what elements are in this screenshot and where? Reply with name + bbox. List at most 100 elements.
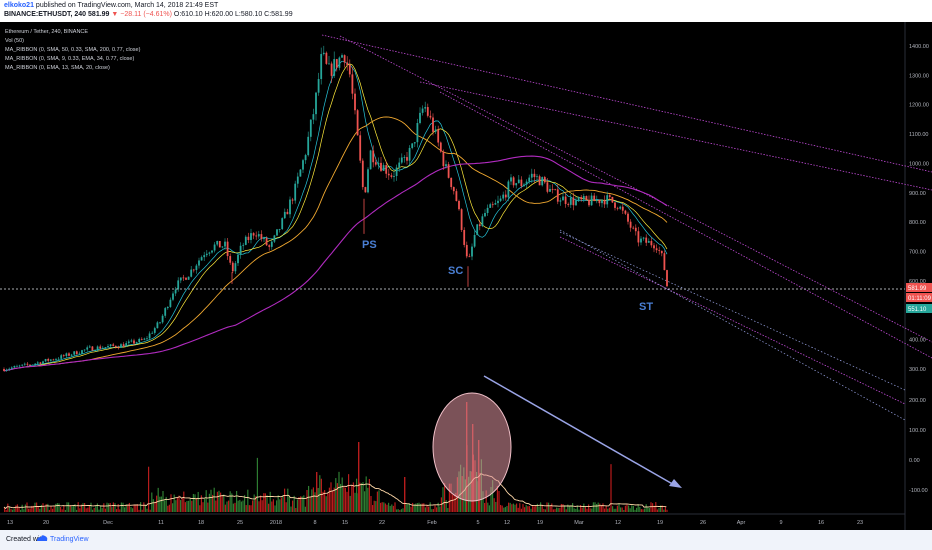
candle <box>330 63 333 76</box>
candle <box>549 188 551 192</box>
last-price: 581.99 <box>88 11 110 18</box>
volume-bar <box>319 475 321 512</box>
legend-entry[interactable]: Vol (50) <box>5 38 24 44</box>
volume-bar <box>370 496 372 512</box>
volume-bar <box>621 507 623 512</box>
volume-bar <box>244 495 246 512</box>
candle <box>335 59 338 68</box>
candle <box>159 322 161 324</box>
legend-entry[interactable]: MA_RIBBON (0, EMA, 13, SMA, 20, close) <box>5 65 110 71</box>
volume-bar <box>208 493 210 512</box>
candle <box>86 347 89 350</box>
candle <box>447 164 450 178</box>
candle <box>257 234 260 237</box>
ma-line-200 <box>3 155 668 372</box>
candle <box>34 363 37 365</box>
trendline[interactable] <box>439 91 932 359</box>
volume-bar <box>341 477 343 512</box>
trendline[interactable] <box>419 81 932 191</box>
volume-bar <box>658 508 660 512</box>
candle <box>395 167 398 177</box>
volume-bar <box>295 507 297 512</box>
candle <box>582 196 585 200</box>
volume-bar <box>623 509 625 512</box>
volume-bar <box>7 503 9 512</box>
legend-entry[interactable]: MA_RIBBON (0, SMA, 9, 0.33, EMA, 34, 0.7… <box>5 56 134 62</box>
candle <box>211 250 213 253</box>
time-axis-label: 19 <box>657 520 663 526</box>
volume-bar <box>492 480 494 512</box>
price-chart[interactable]: Ethereum / Tether, 240, BINANCE Vol (50) M… <box>0 22 932 530</box>
volume-bar <box>432 509 434 512</box>
volume-climax-ellipse <box>432 392 512 502</box>
volume-bar <box>64 509 66 512</box>
candle <box>369 150 372 170</box>
author-link[interactable]: elkoko21 <box>4 2 34 9</box>
volume-bar <box>87 507 89 512</box>
candle <box>637 231 640 243</box>
candle <box>504 194 507 198</box>
volume-bar <box>556 507 558 512</box>
candle <box>107 346 109 347</box>
volume-bar <box>666 509 668 512</box>
volume-bar <box>128 502 130 512</box>
volume-bar <box>277 495 279 512</box>
candle <box>304 155 307 161</box>
candle <box>278 228 281 230</box>
candle <box>478 224 481 227</box>
volume-bar <box>202 502 204 512</box>
volume-bar <box>602 503 604 512</box>
volume-bar <box>544 509 546 512</box>
volume-bar <box>554 509 556 512</box>
channel-line[interactable] <box>559 231 906 391</box>
trendline[interactable] <box>559 236 906 405</box>
trendline[interactable] <box>321 34 932 173</box>
candle <box>138 338 141 343</box>
candle <box>486 207 489 213</box>
legend-entry[interactable]: MA_RIBBON (0, SMA, 50, 0.33, SMA, 200, 0… <box>5 47 141 53</box>
ma-line-34 <box>3 116 668 372</box>
volume-bar <box>506 505 508 512</box>
price-axis-label: 400.00 <box>909 338 926 344</box>
volume-bar <box>34 502 36 512</box>
candle <box>533 173 536 178</box>
price-axis-label: 800.00 <box>909 220 926 226</box>
candle <box>471 246 473 257</box>
volume-bar <box>183 491 185 512</box>
candle <box>260 234 263 240</box>
trendline[interactable] <box>339 35 932 343</box>
arrow-head-icon <box>669 479 682 488</box>
time-axis-labels: 13 20 Dec 11 18 25 2018 8 15 22 Feb 5 12 19 Mar 12 19 26 A… <box>7 520 863 526</box>
tradingview-link[interactable]: TradingView <box>50 536 89 543</box>
volume-bar <box>358 442 360 512</box>
tradingview-logo-icon[interactable] <box>36 534 48 544</box>
price-axis-panel <box>905 22 932 530</box>
candle <box>530 173 533 178</box>
legend-entry[interactable]: Ethereum / Tether, 240, BINANCE <box>5 29 88 35</box>
candle <box>203 255 206 258</box>
volume-bar <box>21 504 23 512</box>
volume-bar <box>165 496 167 512</box>
volume-bar <box>157 487 159 512</box>
candle <box>10 367 13 369</box>
annotation-sc: SC <box>448 265 463 277</box>
volume-bar <box>191 500 193 512</box>
volume-bar <box>400 509 402 512</box>
candle <box>320 53 323 80</box>
volume-bar <box>58 503 60 512</box>
volume-bar <box>146 508 148 512</box>
volume-bar <box>221 496 223 512</box>
candle <box>99 346 102 349</box>
candle <box>653 245 655 249</box>
candle <box>507 181 510 198</box>
volume-bar <box>519 503 521 512</box>
channel-line[interactable] <box>559 229 906 421</box>
candle <box>96 346 99 351</box>
volume-bar <box>508 502 510 512</box>
candle <box>268 245 271 247</box>
candle <box>655 248 658 251</box>
candle <box>198 260 200 266</box>
volume-bar <box>220 492 222 512</box>
volume-bar <box>392 505 394 512</box>
volume-bar <box>386 504 388 512</box>
